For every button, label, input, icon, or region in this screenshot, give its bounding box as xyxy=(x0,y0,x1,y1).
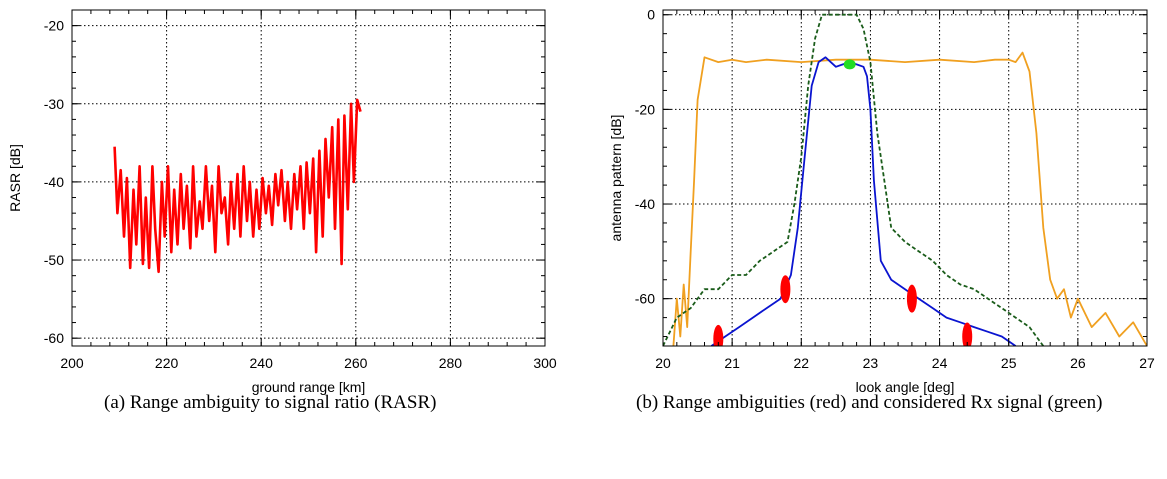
x-tick-label-1: 220 xyxy=(155,355,179,371)
series-line-1 xyxy=(663,13,1045,346)
caption-b: (b) Range ambiguities (red) and consider… xyxy=(636,392,1103,413)
x-tick-label-3: 23 xyxy=(863,355,879,371)
caption-a: (a) Range ambiguity to signal ratio (RAS… xyxy=(104,392,437,413)
marker-3 xyxy=(962,322,973,346)
x-tick-label-0: 200 xyxy=(60,355,84,371)
plot-frame xyxy=(71,9,546,347)
plot-frame xyxy=(662,9,1148,347)
y-tick-label-1: -30 xyxy=(44,96,64,112)
x-tick-label-5: 25 xyxy=(1001,355,1017,371)
marker-1 xyxy=(780,275,791,304)
x-tick-label-2: 240 xyxy=(250,355,274,371)
y-tick-label-2: -40 xyxy=(44,174,64,190)
y-tick-label-4: -60 xyxy=(44,330,64,346)
x-tick-label-2: 22 xyxy=(793,355,809,371)
chart-a-rasr: 200 220 240 260 280 300 -20 -30 -40 -50 -60 ground … xyxy=(7,9,557,395)
marker-2 xyxy=(906,284,917,313)
x-axis-label: look angle [deg] xyxy=(856,379,955,395)
y-tick-label-0: 0 xyxy=(647,7,655,23)
x-tick-label-4: 24 xyxy=(932,355,948,371)
y-tick-label-3: -60 xyxy=(635,291,655,307)
series-line-2 xyxy=(710,56,1017,346)
y-tick-label-3: -50 xyxy=(44,252,64,268)
x-axis-label: ground range [km] xyxy=(252,379,366,395)
marker-4 xyxy=(843,59,856,70)
x-tick-label-7: 27 xyxy=(1139,355,1155,371)
x-tick-label-5: 300 xyxy=(533,355,557,371)
y-axis-label: RASR [dB] xyxy=(7,144,23,212)
x-tick-label-6: 26 xyxy=(1070,355,1086,371)
marker-0 xyxy=(713,324,724,346)
y-tick-label-2: -40 xyxy=(635,196,655,212)
series-line-0 xyxy=(113,98,362,274)
x-tick-label-1: 21 xyxy=(724,355,740,371)
x-tick-label-4: 280 xyxy=(439,355,463,371)
figure-canvas: 200 220 240 260 280 300-20-30-40-50-60ground … xyxy=(7,7,1155,395)
y-tick-label-0: -20 xyxy=(44,18,64,34)
chart-b-antenna-pattern: 20 21 22 23 24 25 26 27 0 -20 -40 -60 look angle [de… xyxy=(608,7,1155,395)
y-tick-label-1: -20 xyxy=(635,101,655,117)
series-line-0 xyxy=(672,51,1147,346)
x-tick-label-3: 260 xyxy=(344,355,368,371)
y-axis-label: antenna pattern [dB] xyxy=(608,115,624,242)
x-tick-label-0: 20 xyxy=(655,355,671,371)
